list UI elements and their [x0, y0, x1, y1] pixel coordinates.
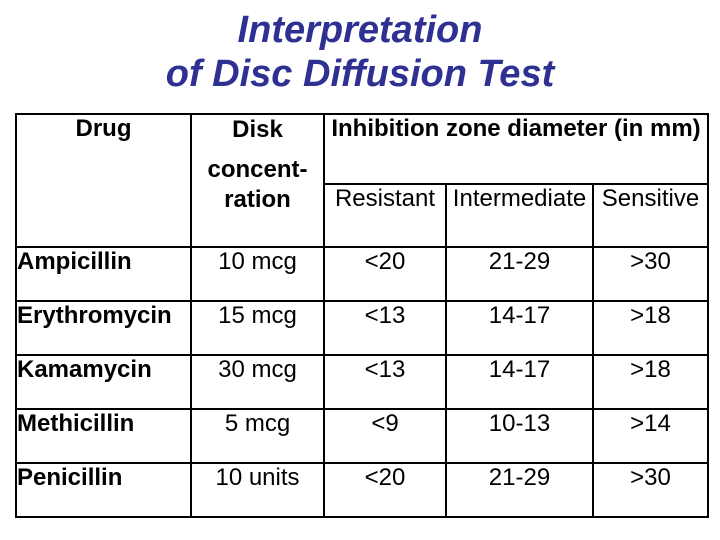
header-sensitive-cell: Sensitive	[592, 183, 709, 248]
header-resistant-cell: Resistant	[323, 183, 447, 248]
table-row: Ampicillin 10 mcg <20 21-29 >30	[15, 246, 709, 302]
resistant-value-cell: <13	[323, 354, 447, 410]
disk-concentration-cell: 5 mcg	[190, 408, 325, 464]
resistant-value-cell: <20	[323, 462, 447, 518]
resistant-value-cell: <9	[323, 408, 447, 464]
intermediate-value-cell: 21-29	[445, 246, 594, 302]
sensitive-value-cell: >30	[592, 246, 709, 302]
header-inhibition-zone-cell: Inhibition zone diameter (in mm)	[323, 113, 709, 185]
table-row: Methicillin 5 mcg <9 10-13 >14	[15, 408, 709, 464]
table-row: Penicillin 10 units <20 21-29 >30	[15, 462, 709, 518]
disc-diffusion-table: Drug Disk concent- ration Inhibition zon…	[15, 113, 709, 518]
header-disk-line1: Disk	[232, 116, 283, 143]
header-disk-concentration-cell: Disk concent- ration	[190, 113, 325, 248]
sensitive-value-cell: >14	[592, 408, 709, 464]
drug-name-cell: Erythromycin	[15, 300, 192, 356]
intermediate-value-cell: 21-29	[445, 462, 594, 518]
disk-concentration-cell: 10 units	[190, 462, 325, 518]
disk-concentration-cell: 10 mcg	[190, 246, 325, 302]
slide-title-line-1: Interpretation	[237, 9, 483, 51]
drug-name-cell: Penicillin	[15, 462, 192, 518]
drug-name-cell: Methicillin	[15, 408, 192, 464]
sensitive-value-cell: >18	[592, 354, 709, 410]
intermediate-value-cell: 10-13	[445, 408, 594, 464]
sensitive-value-cell: >30	[592, 462, 709, 518]
drug-name-cell: Kamamycin	[15, 354, 192, 410]
header-row-sub: Resistant Intermediate Sensitive	[16, 183, 709, 248]
header-disk-line3: ration	[224, 186, 291, 213]
header-row-top: Drug Disk concent- ration Inhibition zon…	[15, 113, 709, 248]
slide-title: Interpretation of Disc Diffusion Test	[0, 8, 720, 96]
resistant-value-cell: <20	[323, 246, 447, 302]
header-disk-line2: concent-	[207, 156, 308, 183]
intermediate-value-cell: 14-17	[445, 354, 594, 410]
intermediate-value-cell: 14-17	[445, 300, 594, 356]
table-row: Kamamycin 30 mcg <13 14-17 >18	[15, 354, 709, 410]
disk-concentration-cell: 15 mcg	[190, 300, 325, 356]
header-intermediate-cell: Intermediate	[445, 183, 594, 248]
sensitive-value-cell: >18	[592, 300, 709, 356]
drug-name-cell: Ampicillin	[15, 246, 192, 302]
slide-title-line-2: of Disc Diffusion Test	[165, 53, 555, 96]
disk-concentration-cell: 30 mcg	[190, 354, 325, 410]
table-row: Erythromycin 15 mcg <13 14-17 >18	[15, 300, 709, 356]
resistant-value-cell: <13	[323, 300, 447, 356]
header-drug-cell: Drug	[15, 113, 192, 248]
